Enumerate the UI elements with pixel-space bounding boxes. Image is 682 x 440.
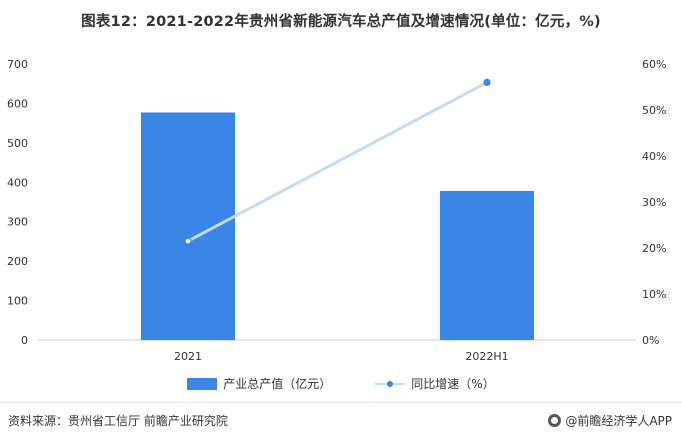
legend: 产业总产值（亿元） 同比增速（%） [0, 375, 682, 392]
right-axis-tick: 40% [642, 150, 666, 163]
left-axis-tick: 700 [7, 58, 28, 71]
growth-line [187, 81, 488, 243]
right-axis-tick: 0% [642, 334, 659, 347]
brand: @前瞻经济学人APP [548, 412, 672, 429]
x-axis-tick: 2022H1 [465, 350, 508, 363]
right-axis-tick: 30% [642, 196, 666, 209]
bar-series [141, 112, 534, 340]
right-axis-tick: 50% [642, 104, 666, 117]
left-axis-tick: 0 [21, 334, 28, 347]
brand-text: @前瞻经济学人APP [565, 414, 672, 428]
legend-line-label: 同比增速（%） [411, 377, 495, 391]
bar-2022H1 [440, 190, 534, 340]
legend-item-line: 同比增速（%） [375, 375, 495, 392]
legend-item-bar: 产业总产值（亿元） [187, 375, 331, 392]
brand-logo-icon [548, 414, 562, 427]
source-text: 资料来源：贵州省工信厅 前瞻产业研究院 [8, 414, 228, 428]
right-axis-tick: 20% [642, 242, 666, 255]
right-axis-tick: 10% [642, 288, 666, 301]
right-axis: 0% 10% 20% 30% 40% 50% 60% [642, 58, 666, 347]
left-axis: 0 100 200 300 400 500 600 700 [7, 58, 28, 347]
left-axis-tick: 400 [7, 176, 28, 189]
left-axis-tick: 300 [7, 216, 28, 229]
legend-bar-swatch [187, 377, 218, 390]
left-axis-tick: 600 [7, 97, 28, 110]
right-axis-tick: 60% [642, 58, 666, 71]
x-axis-tick: 2021 [174, 350, 202, 363]
growth-point-2021 [184, 237, 192, 245]
left-axis-tick: 200 [7, 255, 28, 268]
left-axis-tick: 100 [7, 295, 28, 308]
legend-bar-label: 产业总产值（亿元） [223, 377, 332, 391]
chart-title: 图表12：2021-2022年贵州省新能源汽车总产值及增速情况(单位：亿元，%) [81, 14, 601, 30]
legend-line-swatch [375, 378, 406, 390]
bar-2021 [141, 112, 235, 340]
left-axis-tick: 500 [7, 137, 28, 150]
footer: 资料来源：贵州省工信厅 前瞻产业研究院 @前瞻经济学人APP [0, 402, 682, 440]
x-axis-ticks: 2021 2022H1 [174, 350, 509, 363]
growth-point-2022H1 [483, 78, 491, 87]
line-series [184, 78, 491, 245]
